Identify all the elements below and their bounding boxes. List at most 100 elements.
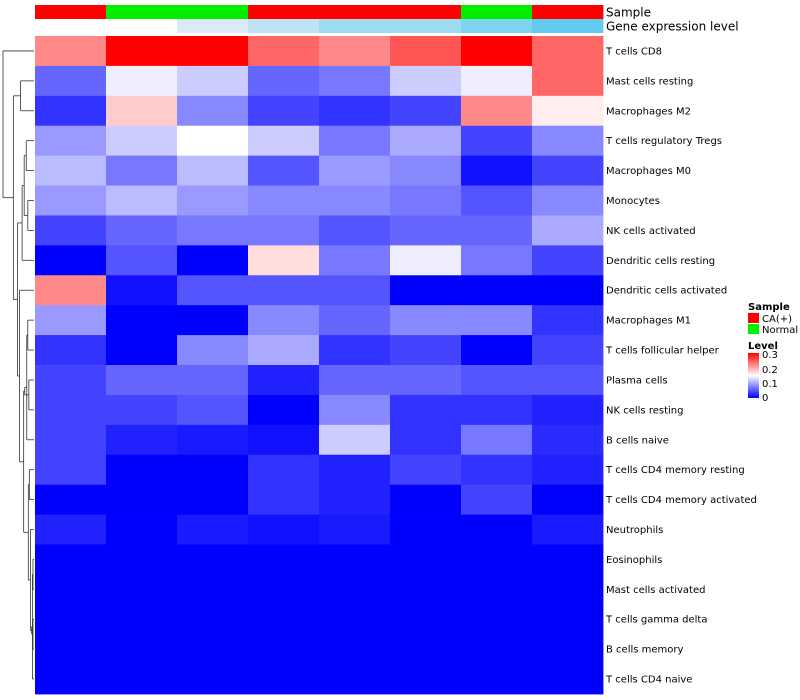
heatmap-cell [390,365,462,396]
heatmap-cell [532,125,604,157]
heatmap-cell [461,125,533,157]
heatmap-cell [319,125,391,157]
heatmap-cell [35,544,107,575]
heatmap-cell [461,65,533,97]
legend-level-tick-0.1: 0.1 [762,379,778,390]
heatmap-cell [532,514,604,545]
heatmap-cell [319,634,391,665]
heatmap-cell [106,664,178,695]
row-label: NK cells activated [606,226,696,237]
heatmap-cell [461,305,533,336]
heatmap-cell [106,574,178,605]
heatmap-cell [461,544,533,575]
row-label: Dendritic cells activated [606,286,727,297]
heatmap-cell [319,514,391,545]
row-label: B cells naive [606,435,669,446]
heatmap-cell [35,305,107,336]
heatmap-cell [461,484,533,515]
heatmap-cell [177,125,249,157]
row-label: Mast cells resting [606,76,693,87]
heatmap-cell [390,155,462,186]
heatmap-cell [177,95,249,127]
heatmap-cell [390,245,462,276]
heatmap-cell [248,125,320,157]
heatmap-cell [461,664,533,695]
row-labels: T cells CD8 Mast cells resting Macrophages… [605,46,757,685]
heatmap-cell [106,514,178,545]
heatmap-cell [35,335,107,366]
heatmap-cell [106,155,178,186]
row-label: T cells CD4 memory activated [605,495,757,506]
heatmap-cell [532,65,604,97]
annotation-cell [319,5,391,19]
heatmap-cell [106,484,178,515]
heatmap-cell [35,36,107,67]
heatmap-cell [106,65,178,97]
heatmap-cell [532,454,604,486]
heatmap-cell [390,454,462,486]
heatmap-cell [248,335,320,366]
row-label: Monocytes [606,196,660,207]
heatmap-cell [390,275,462,306]
heatmap-cell [35,514,107,545]
row-label: T cells CD4 memory resting [605,465,745,476]
annotation-cell [461,19,533,33]
heatmap-cell [248,514,320,545]
heatmap-cell [390,95,462,127]
heatmap-cell [319,574,391,605]
heatmap-cell [532,275,604,306]
heatmap-cell [106,245,178,276]
heatmap-cell [390,544,462,575]
heatmap-cell [177,574,249,605]
heatmap-cell [106,365,178,396]
heatmap-cell [248,574,320,605]
heatmap-cell [248,634,320,665]
heatmap-cell [248,185,320,216]
heatmap-cell [532,664,604,695]
heatmap-cell [319,424,391,456]
heatmap-cell [319,604,391,635]
heatmap-cells [35,36,604,695]
heatmap-cell [106,36,178,67]
heatmap-cell [35,155,107,186]
heatmap-cell [390,424,462,456]
annotation-cell [461,5,533,19]
heatmap-cell [319,65,391,97]
heatmap-cell [177,155,249,186]
heatmap-cell [532,335,604,366]
heatmap-cell [461,335,533,366]
heatmap-cell [106,424,178,456]
heatmap-cell [177,365,249,396]
heatmap-cell [319,95,391,127]
heatmap-cell [248,305,320,336]
heatmap-cell [248,36,320,67]
heatmap-cell [177,245,249,276]
row-dendrogram [2,50,34,680]
row-label: T cells regulatory Tregs [605,136,722,147]
heatmap-cell [532,365,604,396]
annotation-cell [390,19,462,33]
heatmap-cell [35,424,107,456]
heatmap-cell [319,454,391,486]
row-label: Eosinophils [606,555,662,566]
heatmap-cell [532,424,604,456]
heatmap-cell [532,185,604,216]
heatmap-cell [390,335,462,366]
heatmap-cell [248,454,320,486]
heatmap-cell [532,544,604,575]
heatmap-cell [461,185,533,216]
row-label: NK cells resting [606,405,683,416]
legend-level-tick-0.3: 0.3 [762,350,778,361]
heatmap-cell [177,185,249,216]
heatmap-cell [106,634,178,665]
row-label: T cells gamma delta [605,615,707,626]
legend-level-colorbar [748,353,759,398]
heatmap-cell [106,275,178,306]
heatmap-cell [390,65,462,97]
heatmap-cell [35,574,107,605]
annotation-cell [177,5,249,19]
heatmap-cell [35,454,107,486]
heatmap-cell [106,604,178,635]
heatmap-cell [248,394,320,426]
heatmap-cell [106,454,178,486]
